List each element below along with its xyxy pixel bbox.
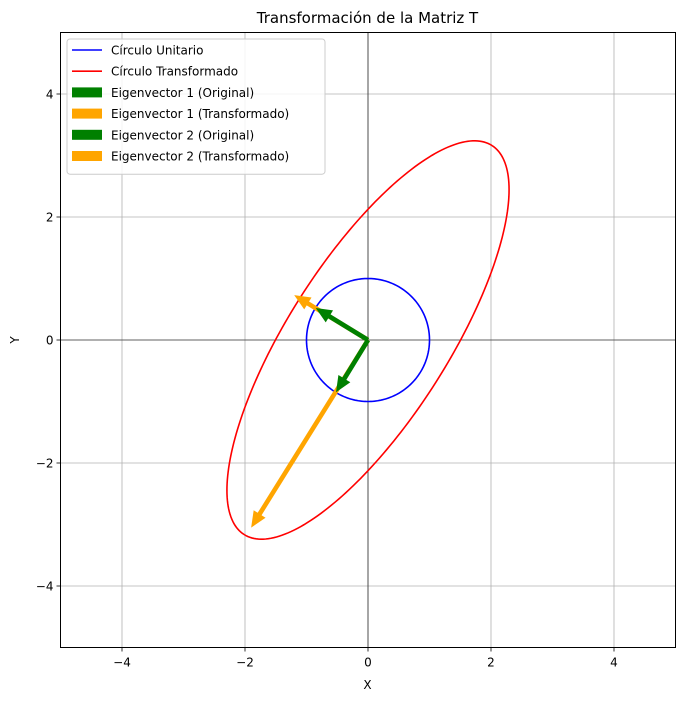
legend-swatch-eigenvector-1-transformado [72, 108, 102, 119]
y-tick-label: 2 [46, 211, 54, 225]
legend-box [66, 38, 326, 175]
x-tick-label: −2 [236, 656, 254, 670]
x-tick-label: 2 [487, 656, 495, 670]
curve-circulo-unitario [305, 277, 431, 403]
legend-label-eigenvector-1-transformado: Eigenvector 1 (Transformado) [111, 107, 289, 121]
y-tick-label: −2 [36, 457, 54, 471]
legend-label-circulo-unitario: Círculo Unitario [111, 44, 203, 58]
legend-label-eigenvector-1-original: Eigenvector 1 (Original) [111, 86, 254, 100]
legend-swatch-eigenvector-2-original [72, 129, 102, 140]
legend-swatch-eigenvector-2-transformado [72, 151, 102, 161]
y-axis-ticks: −4 −2 0 2 4 [36, 88, 61, 594]
arrow-eigenvector-1-original [336, 338, 370, 393]
y-tick-label: 0 [46, 334, 54, 348]
y-axis-label: Y [8, 336, 22, 345]
arrow-eigenvector-2-original [315, 308, 370, 342]
x-axis-label: X [363, 678, 371, 692]
series-layer [226, 140, 510, 540]
x-axis-ticks: −4 −2 0 2 4 [113, 647, 618, 670]
legend-label-eigenvector-2-transformado: Eigenvector 2 (Transformado) [111, 150, 289, 164]
x-tick-label: 0 [364, 656, 372, 670]
legend-label-circulo-transformado: Círculo Transformado [111, 65, 238, 79]
x-tick-label: 4 [610, 656, 618, 670]
legend-swatch-eigenvector-1-original [72, 87, 102, 98]
y-tick-label: −4 [36, 580, 54, 594]
chart-title: Transformación de la Matriz T [256, 9, 479, 27]
y-tick-label: 4 [46, 88, 54, 102]
x-tick-label: −4 [113, 656, 131, 670]
legend: Círculo Unitario Círculo Transformado Eige… [66, 38, 326, 175]
legend-label-eigenvector-2-original: Eigenvector 2 (Original) [111, 128, 254, 142]
curve-circulo-transformado [226, 140, 510, 540]
